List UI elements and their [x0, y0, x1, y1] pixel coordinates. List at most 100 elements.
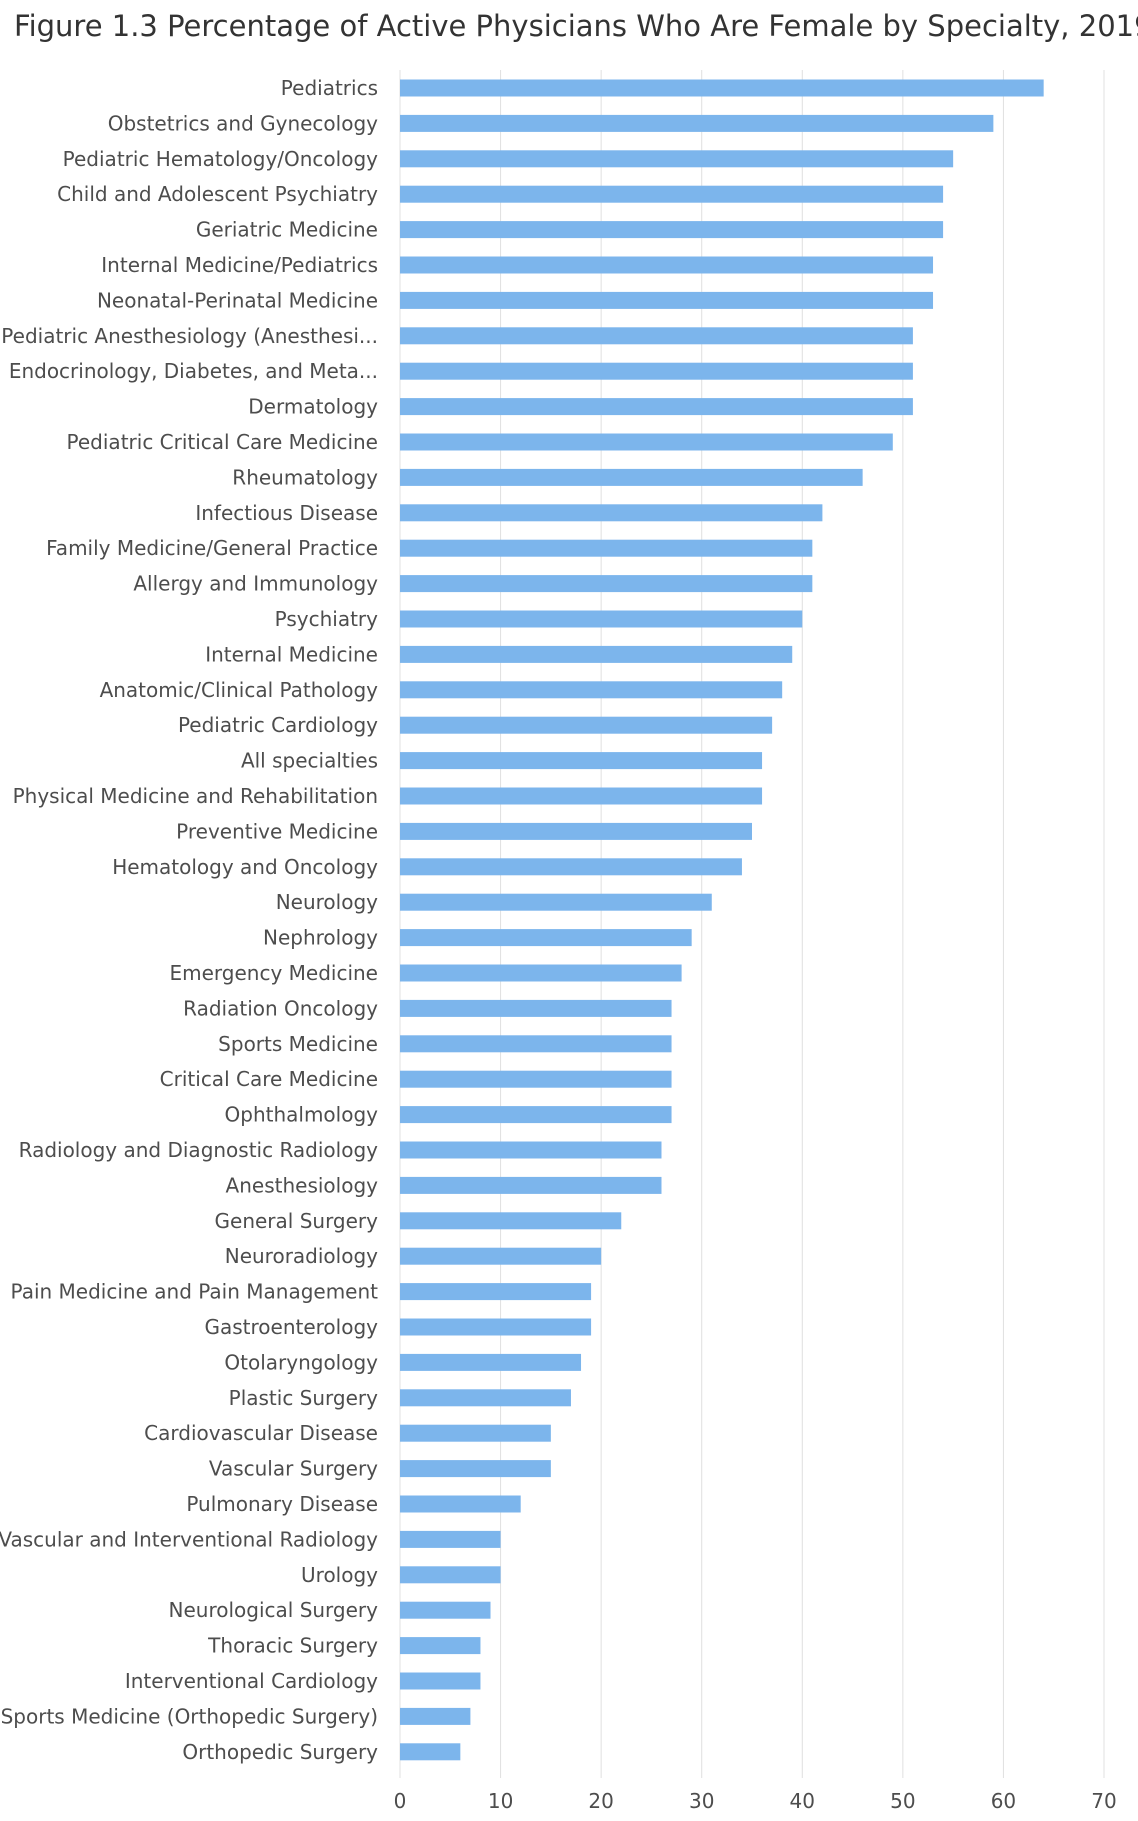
category-label: Cardiovascular Disease: [144, 1421, 378, 1445]
category-label: Otolaryngology: [224, 1350, 378, 1374]
bar[interactable]: [400, 1141, 662, 1159]
bar[interactable]: [400, 433, 893, 451]
category-label: Urology: [301, 1563, 378, 1587]
bar[interactable]: [400, 291, 934, 309]
category-label: Vascular Surgery: [209, 1457, 378, 1481]
bar[interactable]: [400, 575, 813, 593]
x-tick-label: 0: [394, 1789, 407, 1813]
category-label: Interventional Cardiology: [125, 1669, 378, 1693]
category-label: Rheumatology: [232, 465, 378, 489]
bar[interactable]: [400, 1247, 602, 1265]
bar[interactable]: [400, 150, 954, 168]
category-label: Thoracic Surgery: [207, 1634, 378, 1658]
bar[interactable]: [400, 539, 813, 557]
bar[interactable]: [400, 1530, 501, 1548]
bar[interactable]: [400, 822, 752, 840]
category-label: Internal Medicine: [205, 642, 378, 666]
bar[interactable]: [400, 752, 763, 770]
category-label: Preventive Medicine: [176, 819, 378, 843]
bar[interactable]: [400, 398, 913, 416]
chart-title: Figure 1.3 Percentage of Active Physicia…: [14, 9, 1138, 43]
bar[interactable]: [400, 185, 944, 203]
category-label: Anesthesiology: [226, 1173, 379, 1197]
category-label: Neonatal-Perinatal Medicine: [97, 288, 378, 312]
x-tick-label: 10: [488, 1789, 513, 1813]
bar[interactable]: [400, 79, 1044, 97]
category-label: Pediatric Anesthesiology (Anesthesi...: [1, 324, 378, 348]
category-label: Physical Medicine and Rehabilitation: [13, 784, 378, 808]
bar[interactable]: [400, 929, 692, 947]
category-label: Endocrinology, Diabetes, and Meta...: [9, 359, 378, 383]
bar[interactable]: [400, 1389, 571, 1407]
category-label: Pediatric Hematology/Oncology: [63, 147, 378, 171]
bar[interactable]: [400, 999, 672, 1017]
category-label: Pain Medicine and Pain Management: [11, 1280, 379, 1304]
category-label: Child and Adolescent Psychiatry: [57, 182, 378, 206]
category-label: Obstetrics and Gynecology: [108, 111, 378, 135]
bar[interactable]: [400, 1283, 592, 1301]
category-label: Dermatology: [248, 395, 378, 419]
bar[interactable]: [400, 1035, 672, 1053]
gridlines: [399, 70, 1105, 1778]
bar[interactable]: [400, 1637, 481, 1655]
bars: [400, 79, 1044, 1761]
bar[interactable]: [400, 1743, 461, 1761]
category-label: Ophthalmology: [225, 1103, 379, 1127]
bar[interactable]: [400, 893, 712, 911]
bar[interactable]: [400, 1353, 582, 1371]
category-label: Plastic Surgery: [229, 1386, 379, 1410]
category-label: Vascular and Interventional Radiology: [0, 1527, 378, 1551]
bar[interactable]: [400, 1495, 521, 1513]
bar[interactable]: [400, 1176, 662, 1194]
bar[interactable]: [400, 716, 773, 734]
category-label: Neurology: [276, 890, 378, 914]
bar[interactable]: [400, 468, 863, 486]
bar[interactable]: [400, 1070, 672, 1088]
bar[interactable]: [400, 681, 783, 699]
bar[interactable]: [400, 964, 682, 982]
bar[interactable]: [400, 858, 742, 876]
category-label: Orthopedic Surgery: [182, 1740, 378, 1764]
bar[interactable]: [400, 221, 944, 239]
x-axis-ticks: 0 10 20 30 40 50 60 70: [394, 1789, 1117, 1813]
bar[interactable]: [400, 1601, 491, 1619]
category-label: Allergy and Immunology: [133, 572, 378, 596]
bar[interactable]: [400, 362, 913, 380]
category-label: Sports Medicine (Orthopedic Surgery): [1, 1704, 378, 1728]
bar[interactable]: [400, 1460, 551, 1478]
bar[interactable]: [400, 504, 823, 522]
bar[interactable]: [400, 1106, 672, 1124]
x-tick-label: 70: [1091, 1789, 1116, 1813]
category-label: Radiology and Diagnostic Radiology: [19, 1138, 379, 1162]
category-label: General Surgery: [215, 1209, 379, 1233]
category-label: Pulmonary Disease: [186, 1492, 378, 1516]
x-tick-label: 50: [890, 1789, 915, 1813]
category-label: Family Medicine/General Practice: [46, 536, 378, 560]
category-label: Neurological Surgery: [169, 1598, 379, 1622]
x-tick-label: 60: [991, 1789, 1016, 1813]
x-tick-label: 40: [790, 1789, 815, 1813]
bar[interactable]: [400, 610, 803, 628]
bar[interactable]: [400, 1707, 471, 1725]
bar[interactable]: [400, 114, 994, 132]
category-label: Nephrology: [263, 926, 378, 950]
bar[interactable]: [400, 1672, 481, 1690]
category-label: Pediatric Cardiology: [178, 713, 378, 737]
category-label: Critical Care Medicine: [160, 1067, 378, 1091]
category-label: Neuroradiology: [225, 1244, 378, 1268]
category-label: Anatomic/Clinical Pathology: [100, 678, 379, 702]
category-label: Geriatric Medicine: [196, 218, 378, 242]
bar[interactable]: [400, 327, 913, 345]
category-label: Emergency Medicine: [169, 961, 378, 985]
bar[interactable]: [400, 1318, 592, 1336]
category-label: Psychiatry: [275, 607, 379, 631]
bar[interactable]: [400, 1212, 622, 1230]
bar[interactable]: [400, 1566, 501, 1584]
bar[interactable]: [400, 645, 793, 663]
x-tick-label: 20: [588, 1789, 613, 1813]
bar[interactable]: [400, 256, 934, 274]
category-labels: Pediatrics Obstetrics and Gynecology Pedia…: [0, 76, 378, 1764]
bar[interactable]: [400, 787, 763, 805]
bar[interactable]: [400, 1424, 551, 1442]
